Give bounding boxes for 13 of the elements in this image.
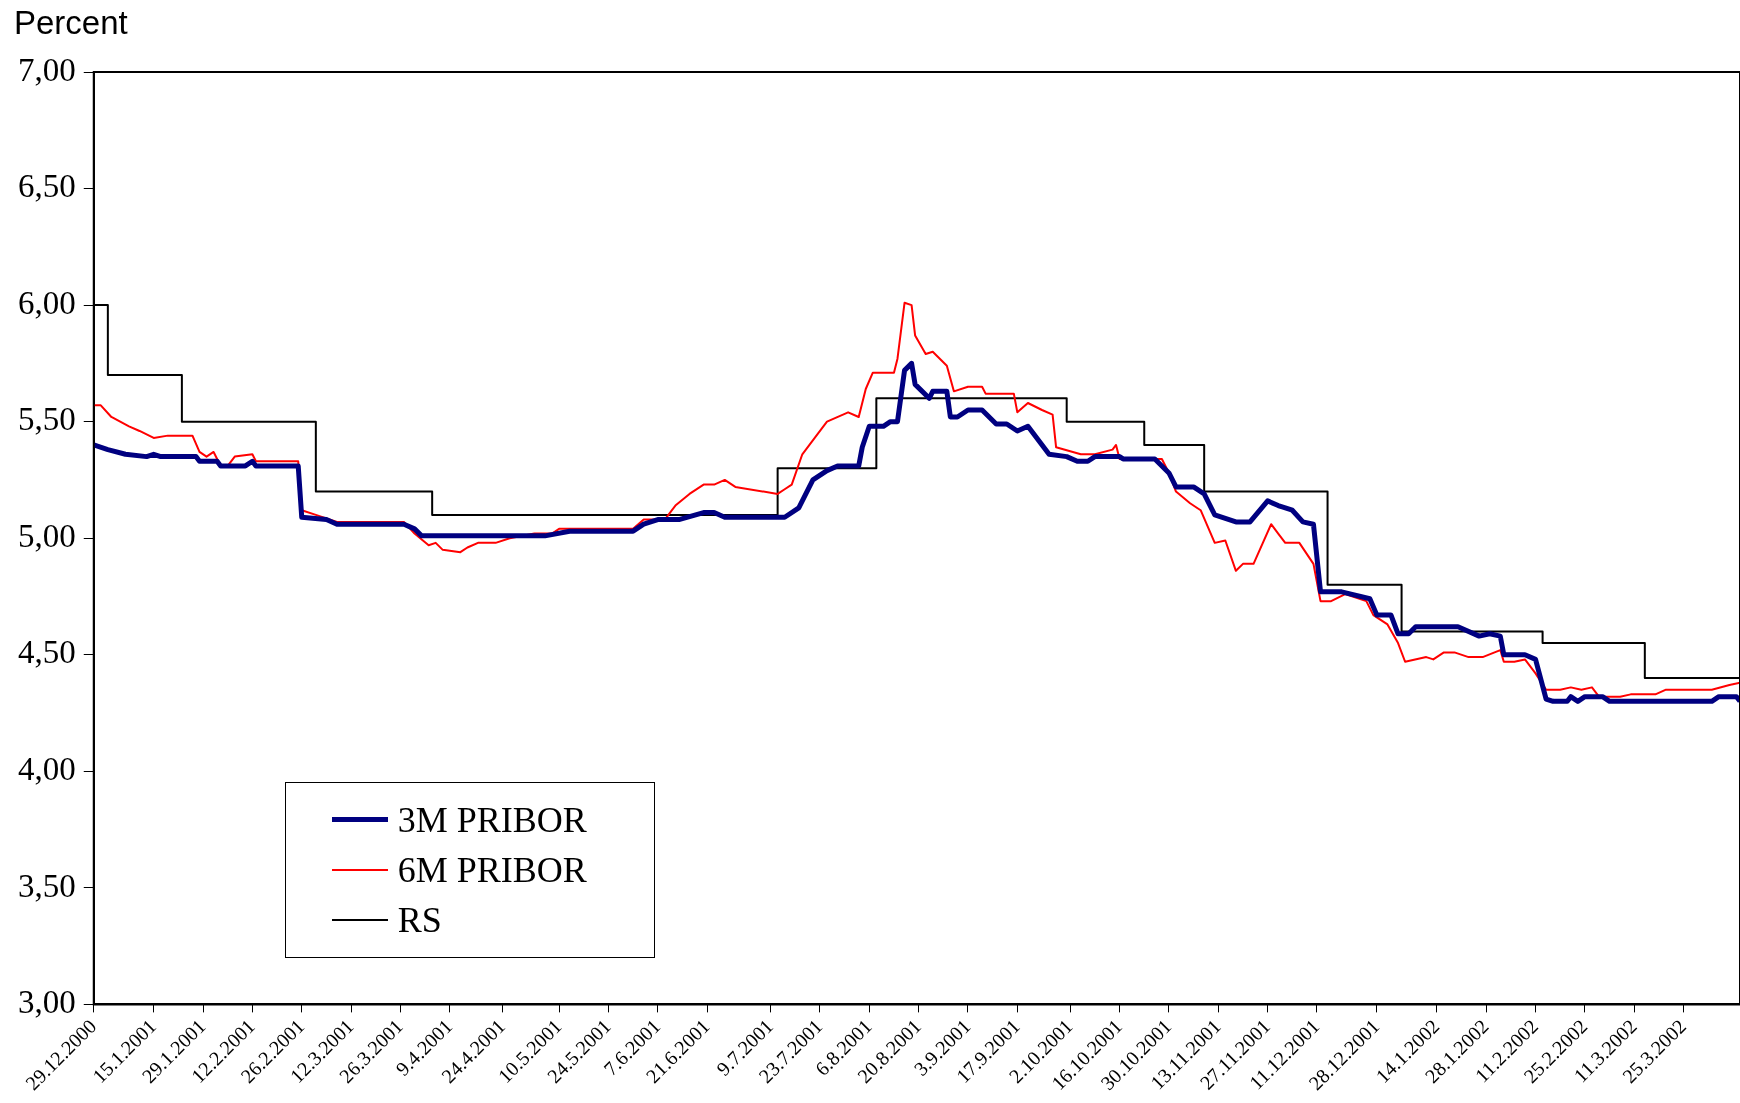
y-tick-label: 3,50 (18, 867, 76, 904)
y-tick-label: 4,50 (18, 634, 76, 671)
legend-label: 3M PRIBOR (397, 798, 587, 841)
y-tick-label: 7,00 (18, 51, 76, 88)
y-axis-title: Percent (14, 4, 128, 42)
y-tick-label: 5,00 (18, 517, 76, 554)
legend-label: RS (397, 898, 442, 941)
y-tick-label: 6,00 (18, 284, 76, 321)
legend-label: 6M PRIBOR (397, 848, 587, 891)
y-tick-label: 6,50 (18, 168, 76, 205)
y-tick-label: 3,00 (18, 984, 76, 1021)
y-tick-label: 4,00 (18, 750, 76, 787)
y-tick-label: 5,50 (18, 401, 76, 438)
